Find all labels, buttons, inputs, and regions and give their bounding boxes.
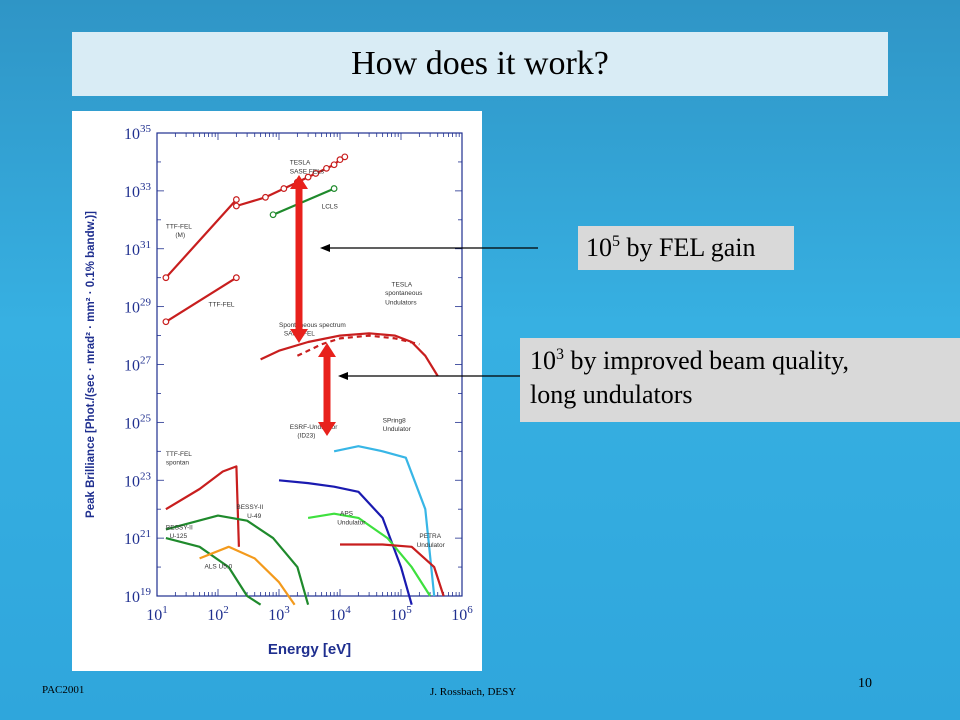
title-bar: How does it work? xyxy=(72,32,888,96)
chart-annotation: Undulator xyxy=(337,519,366,526)
data-point xyxy=(280,185,288,192)
y-tick-label: 1035 xyxy=(124,123,152,143)
chart-annotation: spontaneous xyxy=(385,290,423,297)
y-tick-label: 1029 xyxy=(124,297,152,317)
page-number: 10 xyxy=(858,676,872,691)
x-tick-label: 106 xyxy=(451,604,473,624)
series-line-ttf-fel xyxy=(165,276,237,323)
fel-gain-double-arrow-head-bottom xyxy=(290,329,308,343)
chart-annotation: BESSY-II xyxy=(166,524,193,531)
chart-annotation: LCLS xyxy=(322,203,339,210)
x-tick-label: 105 xyxy=(390,604,412,624)
chart-annotation: spontan xyxy=(166,460,190,467)
series-line-lcls xyxy=(272,187,335,216)
chart-annotation: BESSY-II xyxy=(236,504,263,511)
series-line-als-u5-0 xyxy=(199,545,296,606)
chart-annotation: SPring8 xyxy=(383,417,407,424)
y-tick-label: 1023 xyxy=(124,470,152,490)
brilliance-chart: 101 102 103 104 105 106 1019 1021 1023 1025 1027 10… xyxy=(85,123,473,658)
series-line-ttf-fel-spontan xyxy=(165,465,240,547)
data-point xyxy=(330,161,338,169)
data-point xyxy=(330,185,338,192)
data-point xyxy=(232,202,240,210)
series-line-spontaneous-spectrum-sase-fel xyxy=(296,334,420,357)
chart-annotation: ALS U5.0 xyxy=(204,563,232,570)
footer-author: J. Rossbach, DESY xyxy=(430,686,517,698)
chart-annotation: TESLA xyxy=(392,281,413,288)
chart-annotation: APS xyxy=(340,511,354,518)
x-tick-label: 101 xyxy=(146,604,168,624)
y-axis-label: Peak Brilliance [Phot./(sec · mrad² · mm… xyxy=(85,211,97,518)
y-tick-label: 1019 xyxy=(124,586,152,606)
chart-annotation: U-125 xyxy=(169,533,187,540)
y-tick-label: 1021 xyxy=(124,528,151,548)
x-tick-label: 104 xyxy=(329,604,351,624)
series-line-petra-undulator xyxy=(340,543,445,597)
data-point xyxy=(312,170,320,177)
plot-frame xyxy=(156,132,463,597)
series-line-tesla-sase-fels xyxy=(236,155,346,208)
data-point xyxy=(262,193,269,201)
chart-annotation: U-49 xyxy=(247,513,261,520)
footer-conference: PAC2001 xyxy=(42,684,85,696)
series-line-ttf-fel-m xyxy=(165,198,238,279)
beam-quality-callout: 103 by improved beam quality, long undul… xyxy=(520,338,960,422)
data-point xyxy=(232,196,240,203)
x-axis-label: Energy [eV] xyxy=(268,641,351,658)
slide-title: How does it work? xyxy=(351,45,609,82)
beam-quality-double-arrow-head-top xyxy=(318,343,336,357)
chart-annotation: Undulators xyxy=(385,299,417,306)
chart-annotation: SASE FELs xyxy=(290,168,325,175)
chart-annotation: TTF-FEL xyxy=(166,451,192,458)
series-line-bessy-ii-u-49 xyxy=(165,514,310,606)
data-point xyxy=(323,164,330,172)
data-point xyxy=(341,153,349,161)
beam-quality-double-arrow-head-bottom xyxy=(318,422,336,436)
series-line-bessy-ii-u-125 xyxy=(165,537,262,606)
fel-gain-callout: 105 by FEL gain xyxy=(578,226,794,270)
x-tick-label: 103 xyxy=(268,604,290,624)
y-tick-label: 1027 xyxy=(124,355,152,375)
y-tick-label: 1033 xyxy=(124,181,152,201)
data-point xyxy=(232,274,240,282)
x-tick-label: 102 xyxy=(207,604,229,624)
chart-annotation: Undulator xyxy=(383,426,412,433)
chart-annotation: Spontaneous spectrum xyxy=(279,322,346,329)
data-point xyxy=(304,173,312,181)
chart-annotation: TTF-FEL xyxy=(166,224,192,231)
y-tick-label: 1025 xyxy=(124,412,152,432)
series-line-aps-undulator xyxy=(307,512,432,597)
data-point xyxy=(336,156,344,164)
brilliance-chart-panel: 101 102 103 104 105 106 1019 1021 1023 1025 1027 10… xyxy=(72,111,482,671)
data-point xyxy=(162,274,170,282)
chart-annotation: TESLA xyxy=(290,160,311,167)
series-line-esrf-undulator-id23 xyxy=(278,479,413,606)
y-tick-label: 1031 xyxy=(124,239,151,259)
series-line-spring8-undulator xyxy=(333,445,436,597)
data-point xyxy=(162,318,170,326)
chart-annotation: (M) xyxy=(175,232,185,239)
chart-annotation: PETRA xyxy=(419,533,441,540)
chart-annotation: TTF-FEL xyxy=(209,302,235,309)
chart-annotation: ESRF-Undulator xyxy=(290,424,339,431)
chart-annotation: (ID23) xyxy=(297,433,315,440)
chart-annotation: Undulator xyxy=(417,542,446,549)
data-point xyxy=(269,211,277,219)
fel-gain-double-arrow-head-top xyxy=(290,175,308,189)
series-line-tesla-spontaneous-undulators xyxy=(260,332,439,377)
